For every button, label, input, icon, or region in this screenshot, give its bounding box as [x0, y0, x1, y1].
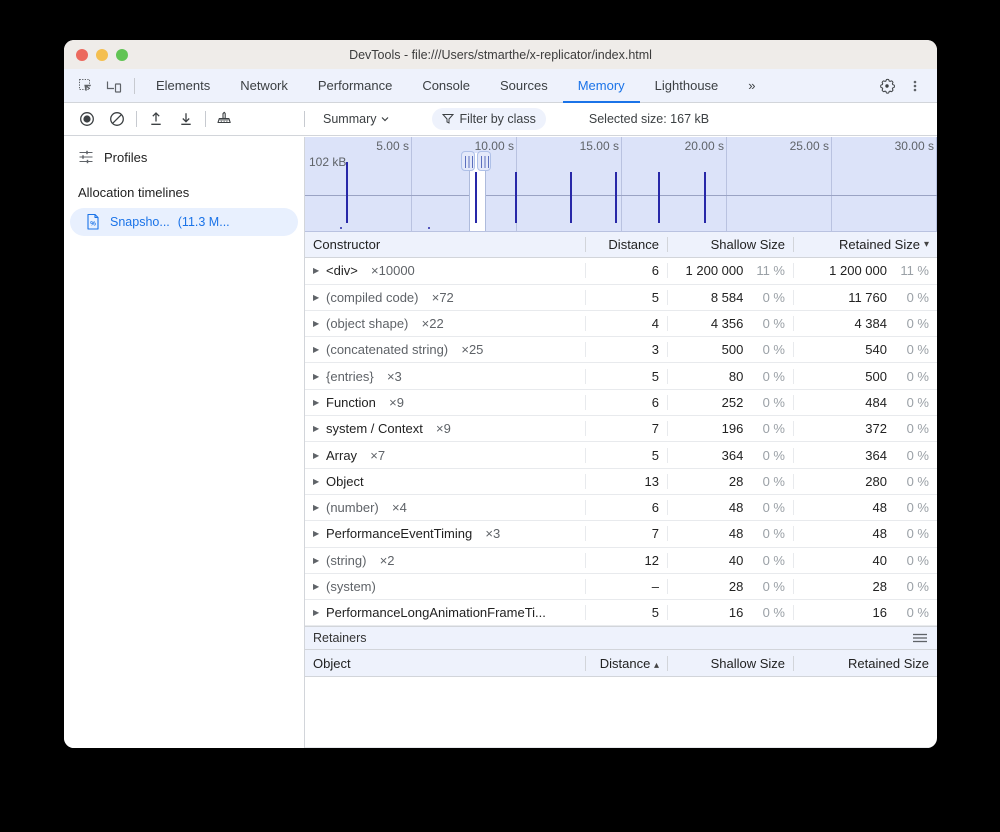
svg-text:%: %: [90, 221, 96, 228]
